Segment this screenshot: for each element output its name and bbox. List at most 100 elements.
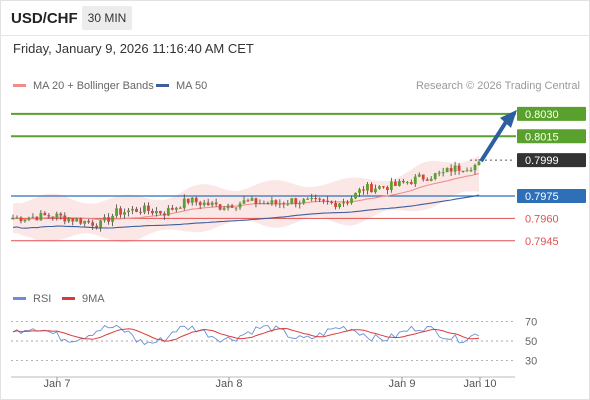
candle-body [322, 199, 326, 201]
candle-body [194, 197, 198, 203]
candle-body [99, 220, 103, 228]
candle-body [274, 200, 278, 204]
level-label-0.7960: 0.7960 [525, 213, 559, 225]
candle-body [302, 199, 306, 204]
candle-body [405, 182, 409, 184]
candle-body [433, 173, 437, 179]
candle-body [151, 210, 154, 214]
rsi-label: RSI [33, 293, 52, 305]
projection-arrow-head [500, 109, 517, 128]
candle-body [461, 170, 465, 172]
legend-rsi: RSI [13, 293, 51, 305]
candle-body [250, 198, 254, 201]
candle-body [71, 218, 75, 222]
candle-body [79, 218, 83, 224]
candle-body [338, 203, 341, 207]
candle-body [385, 187, 389, 190]
candle-body [174, 207, 178, 210]
candle-body [425, 179, 429, 181]
level-tag-0.8030 [517, 106, 586, 121]
ma9-swatch [62, 296, 75, 300]
ma20-swatch [13, 83, 26, 87]
candle-body [429, 178, 433, 181]
candle-body [63, 215, 67, 222]
ma50-line [12, 194, 480, 229]
candle-body [218, 204, 222, 210]
candle-body [306, 198, 310, 200]
candle-body [334, 202, 338, 207]
symbol-title: USD/CHF [11, 10, 78, 27]
candle-body [11, 218, 15, 220]
candle-body [210, 202, 214, 206]
ma50-swatch [156, 83, 169, 87]
candle-body [366, 184, 369, 191]
candle-body [417, 174, 421, 177]
x-tick-Jan-7: Jan 7 [44, 378, 71, 390]
candle-body [178, 207, 182, 209]
candle-body [389, 181, 393, 190]
level-label-0.7999: 0.7999 [525, 155, 559, 167]
candle-body [182, 198, 186, 209]
candle-body [350, 198, 353, 204]
candle-body [162, 213, 166, 216]
legend-9ma: 9MA [62, 293, 105, 305]
candle-body [469, 170, 473, 172]
level-label-0.8015: 0.8015 [525, 131, 559, 143]
candle-body [166, 207, 170, 216]
candle-body [111, 215, 114, 222]
level-tag-0.8015 [517, 129, 586, 144]
ma50-label: MA 50 [176, 80, 208, 92]
candle-body [143, 205, 146, 213]
candle-body [234, 207, 238, 209]
candle-body [286, 203, 290, 205]
candle-body [15, 217, 19, 219]
candle-body [23, 219, 27, 222]
candle-body [374, 188, 377, 193]
chart-header: USD/CHF 30 MIN [0, 0, 590, 36]
candle-body [107, 217, 110, 222]
candle-body [35, 216, 39, 221]
credit-text: Research © 2026 Trading Central [415, 80, 580, 92]
candle-body [266, 202, 270, 204]
bollinger-band [13, 155, 479, 243]
candle-body [67, 218, 71, 222]
candle-body [214, 202, 218, 205]
rsi-line [12, 324, 480, 346]
candle-body [290, 198, 294, 204]
legend-ma50: MA 50 [156, 80, 207, 92]
rsi-tick-30: 30 [525, 355, 537, 367]
candle-body [465, 170, 469, 172]
candle-body [362, 189, 365, 191]
x-tick-Jan-9: Jan 9 [389, 378, 416, 390]
candle-body [346, 202, 349, 204]
timeframe-button[interactable]: 30 MIN [82, 6, 132, 30]
candle-body [378, 186, 381, 189]
candle-body [238, 203, 242, 208]
ma20-line [12, 173, 480, 220]
candle-body [123, 212, 126, 215]
candle-body [258, 203, 262, 205]
candle-body [413, 176, 417, 184]
candle-body [326, 200, 330, 202]
candle-body [95, 225, 99, 228]
candle-body [119, 208, 122, 215]
level-label-0.7975: 0.7975 [525, 191, 559, 203]
candle-body [354, 192, 357, 199]
level-tag-0.7999 [517, 153, 586, 168]
candle-body [298, 203, 302, 205]
candle-body [278, 203, 282, 205]
ma9-label: 9MA [82, 293, 105, 305]
candle-body [226, 205, 230, 209]
candle-body [158, 210, 162, 214]
level-tag-0.7975 [517, 188, 586, 203]
candle-body [453, 165, 457, 172]
candle-body [262, 202, 266, 204]
candle-body [393, 181, 397, 186]
candle-body [409, 182, 413, 184]
candle-body [397, 180, 401, 186]
candle-body [421, 174, 425, 180]
candle-body [115, 208, 118, 216]
candle-body [358, 189, 361, 193]
candle-body [39, 212, 43, 221]
candle-body [19, 217, 23, 222]
